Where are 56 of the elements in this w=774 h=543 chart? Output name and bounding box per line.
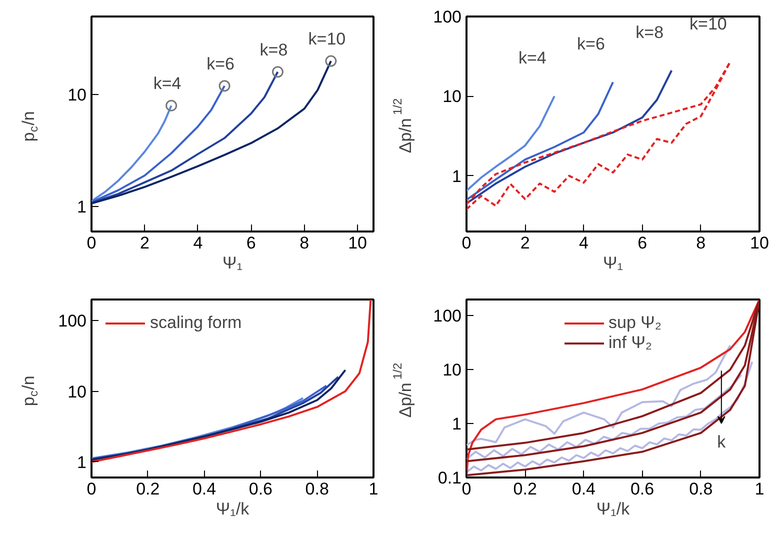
y-tick-label: 100 (433, 306, 462, 326)
x-tick-label: 8 (300, 234, 310, 252)
y-tick-label: 0.1 (438, 468, 462, 488)
x-tick-label: 1 (368, 480, 378, 498)
y-tick-label: 1 (452, 166, 462, 186)
annotation: k (717, 432, 726, 452)
x-tick-label: 0 (86, 234, 96, 252)
x-tick-label: 4 (578, 234, 588, 252)
y-tick-label: 1 (77, 198, 87, 217)
x-axis-title: Ψ₁ (603, 254, 624, 272)
annotation: k=8 (636, 22, 664, 42)
annotation: k=4 (153, 74, 182, 94)
y-tick-label: 100 (58, 312, 87, 331)
legend-label: sup Ψ₂ (608, 313, 662, 333)
x-tick-label: 0.6 (630, 480, 654, 498)
y-tick-label: 10 (442, 87, 462, 106)
x-tick-label: 0.6 (248, 480, 273, 498)
y-tick-label: 10 (68, 382, 87, 402)
legend-label: scaling form (150, 313, 242, 333)
x-tick-label: 4 (193, 234, 203, 252)
y-axis-title: pc/n (19, 111, 40, 142)
x-tick-label: 10 (348, 234, 368, 252)
annotation: k=8 (260, 40, 288, 60)
x-tick-label: 1 (754, 480, 764, 498)
y-tick-label: 1 (77, 452, 87, 472)
legend-label: inf Ψ₂ (608, 333, 652, 353)
x-tick-label: 0 (462, 480, 472, 498)
x-tick-label: 2 (140, 234, 150, 252)
annotation: k=6 (206, 54, 234, 74)
y-tick-label: 10 (68, 86, 87, 105)
x-axis-title: Ψ₁/k (596, 500, 630, 518)
y-axis-title: Δp/n1/2 (390, 362, 415, 418)
x-tick-label: 0 (462, 234, 472, 252)
y-tick-label: 10 (442, 360, 462, 380)
x-axis-title: Ψ₁/k (216, 500, 250, 518)
x-tick-label: 6 (638, 234, 648, 252)
y-tick-label: 100 (433, 8, 462, 26)
y-axis-title: pc/n (19, 376, 40, 406)
x-tick-label: 2 (520, 234, 530, 252)
x-axis-title: Ψ₁ (222, 254, 243, 272)
x-tick-label: 10 (750, 234, 769, 252)
x-tick-label: 0.2 (513, 480, 537, 498)
annotation: k=6 (577, 34, 605, 54)
x-tick-label: 0.2 (136, 480, 160, 498)
annotation: k=10 (690, 14, 727, 34)
x-tick-label: 0.4 (192, 480, 216, 498)
y-tick-label: 1 (452, 414, 462, 434)
y-axis-title: Δp/n1/2 (390, 98, 415, 154)
x-tick-label: 6 (246, 234, 256, 252)
x-tick-label: 0.4 (572, 480, 596, 498)
x-tick-label: 8 (696, 234, 706, 252)
x-tick-label: 0.8 (305, 480, 329, 498)
annotation: k=10 (308, 30, 346, 49)
annotation: k=4 (518, 48, 546, 68)
x-tick-label: 0.8 (689, 480, 713, 498)
x-tick-label: 0 (86, 480, 96, 498)
